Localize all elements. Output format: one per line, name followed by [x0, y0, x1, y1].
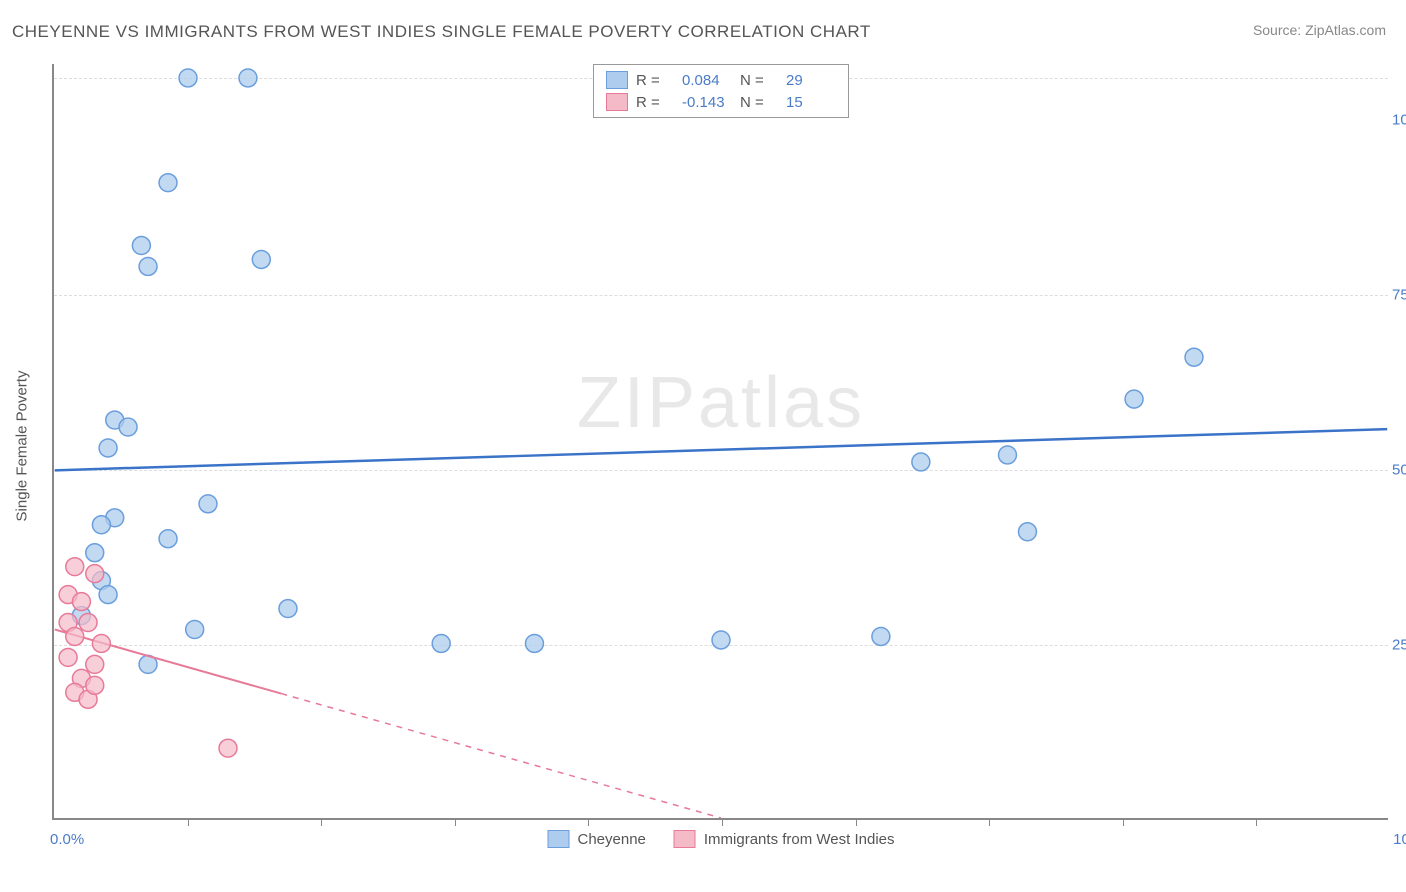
data-point [432, 634, 450, 652]
data-point [199, 495, 217, 513]
data-point [66, 558, 84, 576]
x-tick [1256, 818, 1257, 826]
y-axis-label: Single Female Poverty [14, 371, 31, 522]
data-point [79, 614, 97, 632]
legend-series: Cheyenne Immigrants from West Indies [548, 830, 895, 848]
stat-label: R = [636, 94, 674, 111]
chart-title: CHEYENNE VS IMMIGRANTS FROM WEST INDIES … [12, 22, 871, 42]
plot-area: ZIPatlas R = 0.084 N = 29 R = -0.143 N =… [52, 64, 1388, 820]
scatter-plot-svg [54, 64, 1388, 818]
legend-stats-row: R = 0.084 N = 29 [606, 69, 836, 91]
data-point [132, 237, 150, 255]
data-point [86, 676, 104, 694]
x-tick-label: 0.0% [50, 831, 84, 848]
stat-label: N = [740, 72, 778, 89]
source-link[interactable]: ZipAtlas.com [1305, 22, 1386, 38]
legend-item-label: Immigrants from West Indies [704, 831, 895, 848]
x-tick [989, 818, 990, 826]
data-point [86, 565, 104, 583]
data-point [872, 628, 890, 646]
data-point [179, 69, 197, 87]
y-tick-label: 50.0% [1392, 462, 1406, 479]
data-point [1185, 348, 1203, 366]
stat-value: 0.084 [682, 72, 732, 89]
stat-value: 29 [786, 72, 836, 89]
data-point [219, 739, 237, 757]
y-tick-label: 75.0% [1392, 287, 1406, 304]
stat-value: -0.143 [682, 94, 732, 111]
data-point [1018, 523, 1036, 541]
chart-container: CHEYENNE VS IMMIGRANTS FROM WEST INDIES … [0, 0, 1406, 892]
data-point [66, 628, 84, 646]
data-point [712, 631, 730, 649]
data-point [86, 544, 104, 562]
data-point [999, 446, 1017, 464]
x-tick [722, 818, 723, 826]
data-point [525, 634, 543, 652]
x-tick [588, 818, 589, 826]
x-tick [1123, 818, 1124, 826]
data-point [99, 439, 117, 457]
legend-stats: R = 0.084 N = 29 R = -0.143 N = 15 [593, 64, 849, 118]
x-tick [455, 818, 456, 826]
swatch-icon [606, 93, 628, 111]
stat-value: 15 [786, 94, 836, 111]
data-point [86, 655, 104, 673]
stat-label: N = [740, 94, 778, 111]
y-tick-label: 25.0% [1392, 637, 1406, 654]
legend-stats-row: R = -0.143 N = 15 [606, 91, 836, 113]
data-point [72, 593, 90, 611]
y-tick-label: 100.0% [1392, 112, 1406, 129]
x-tick-label: 100.0% [1393, 831, 1406, 848]
source-credit: Source: ZipAtlas.com [1253, 22, 1386, 38]
regression-line [55, 429, 1387, 470]
legend-item: Immigrants from West Indies [674, 830, 895, 848]
x-tick [856, 818, 857, 826]
legend-item-label: Cheyenne [578, 831, 646, 848]
data-point [99, 586, 117, 604]
data-point [159, 530, 177, 548]
data-point [139, 257, 157, 275]
x-tick [321, 818, 322, 826]
data-point [159, 174, 177, 192]
legend-item: Cheyenne [548, 830, 646, 848]
source-label: Source: [1253, 22, 1301, 38]
data-point [252, 251, 270, 269]
data-point [1125, 390, 1143, 408]
swatch-icon [674, 830, 696, 848]
data-point [119, 418, 137, 436]
stat-label: R = [636, 72, 674, 89]
data-point [279, 600, 297, 618]
data-point [92, 634, 110, 652]
x-tick [188, 818, 189, 826]
data-point [59, 648, 77, 666]
data-point [92, 516, 110, 534]
swatch-icon [548, 830, 570, 848]
swatch-icon [606, 71, 628, 89]
data-point [912, 453, 930, 471]
data-point [186, 621, 204, 639]
regression-line-extrapolated [281, 694, 721, 818]
data-point [239, 69, 257, 87]
